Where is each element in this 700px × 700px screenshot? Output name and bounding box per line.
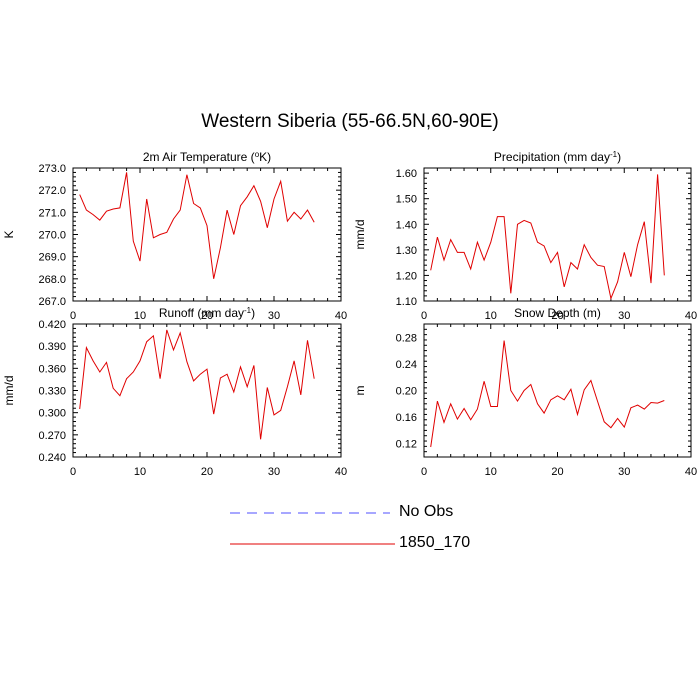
x-tick-label: 10 xyxy=(134,466,146,478)
x-tick-label: 20 xyxy=(551,466,563,478)
y-tick-label: 1.50 xyxy=(396,194,417,206)
series-line-1850_170 xyxy=(79,172,315,279)
y-tick-label: 0.390 xyxy=(38,341,66,353)
x-tick-label: 20 xyxy=(551,310,563,322)
x-tick-label: 10 xyxy=(485,310,497,322)
y-tick-label: 1.40 xyxy=(396,219,417,231)
y-tick-label: 0.270 xyxy=(38,430,66,442)
y-axis-label: mm/d xyxy=(353,220,367,250)
x-tick-label: 10 xyxy=(134,310,146,322)
chart-panel-2: 0 10 20 30 40 1.10 1.20 1.30 1.40 1.50 1.60 Precipi… xyxy=(353,150,697,323)
y-tick-label: 271.0 xyxy=(38,207,66,219)
y-axis-label: m xyxy=(353,386,367,396)
x-tick-label: 30 xyxy=(618,466,630,478)
y-axis-label: mm/d xyxy=(2,376,16,406)
y-tick-label: 273.0 xyxy=(38,163,66,175)
x-tick-label: 40 xyxy=(335,310,347,322)
x-tick-label: 20 xyxy=(201,466,213,478)
chart-panel-1: 0 10 20 30 40 267.0 268.0 269.0 270.0 271.0 272.0 2… xyxy=(2,150,347,323)
y-tick-label: 0.240 xyxy=(38,452,66,464)
x-tick-label: 40 xyxy=(685,466,697,478)
subplot-title: Runoff (mm day-1) xyxy=(159,306,255,321)
plot-frame xyxy=(72,167,342,302)
x-tick-label: 0 xyxy=(421,466,427,478)
legend-label-no-obs: No Obs xyxy=(399,503,454,520)
subplot-title: Snow Depth (m) xyxy=(514,306,601,320)
legend-line-no-obs xyxy=(230,512,390,514)
y-tick-label: 0.28 xyxy=(396,332,417,344)
x-tick-label: 40 xyxy=(335,466,347,478)
plot-frame xyxy=(423,323,692,458)
x-tick-label: 0 xyxy=(70,310,76,322)
series-line-1850_170 xyxy=(430,174,665,301)
chart-panel-4: 0 10 20 30 40 0.12 0.16 0.20 0.24 0.28 Snow Depth … xyxy=(353,306,697,478)
y-tick-label: 1.30 xyxy=(396,245,417,257)
y-tick-label: 272.0 xyxy=(38,185,66,197)
y-tick-label: 1.10 xyxy=(396,296,417,308)
plot-frame xyxy=(72,323,342,458)
y-axis-label: K xyxy=(2,230,16,238)
x-tick-label: 0 xyxy=(70,466,76,478)
y-tick-label: 268.0 xyxy=(38,274,66,286)
x-tick-label: 0 xyxy=(421,310,427,322)
y-tick-label: 0.300 xyxy=(38,408,66,420)
y-tick-label: 0.20 xyxy=(396,386,417,398)
y-tick-label: 0.420 xyxy=(38,319,66,331)
y-tick-label: 0.16 xyxy=(396,412,417,424)
y-tick-label: 0.24 xyxy=(396,359,417,371)
y-tick-label: 1.60 xyxy=(396,168,417,180)
series-line-1850_170 xyxy=(430,340,665,448)
legend-label-1850-170: 1850_170 xyxy=(399,534,471,551)
y-tick-label: 0.12 xyxy=(396,439,417,451)
y-tick-label: 0.330 xyxy=(38,386,66,398)
x-tick-label: 30 xyxy=(618,310,630,322)
legend-line-1850-170 xyxy=(230,543,395,545)
x-tick-label: 30 xyxy=(268,466,280,478)
y-tick-label: 1.20 xyxy=(396,270,417,282)
chart-panel-3: 0 10 20 30 40 0.240 0.270 0.300 0.330 0.360 0.390 0… xyxy=(2,306,347,479)
y-tick-label: 0.360 xyxy=(38,363,66,375)
x-tick-label: 10 xyxy=(485,466,497,478)
y-tick-label: 267.0 xyxy=(38,296,66,308)
x-tick-label: 20 xyxy=(201,310,213,322)
x-tick-label: 40 xyxy=(685,310,697,322)
subplot-title: Precipitation (mm day-1) xyxy=(494,150,621,165)
y-tick-label: 270.0 xyxy=(38,230,66,242)
y-tick-label: 269.0 xyxy=(38,252,66,264)
series-line-1850_170 xyxy=(79,329,315,440)
x-tick-label: 30 xyxy=(268,310,280,322)
chart-main-title: Western Siberia (55-66.5N,60-90E) xyxy=(201,111,499,132)
subplot-title: 2m Air Temperature (oK) xyxy=(143,150,271,165)
